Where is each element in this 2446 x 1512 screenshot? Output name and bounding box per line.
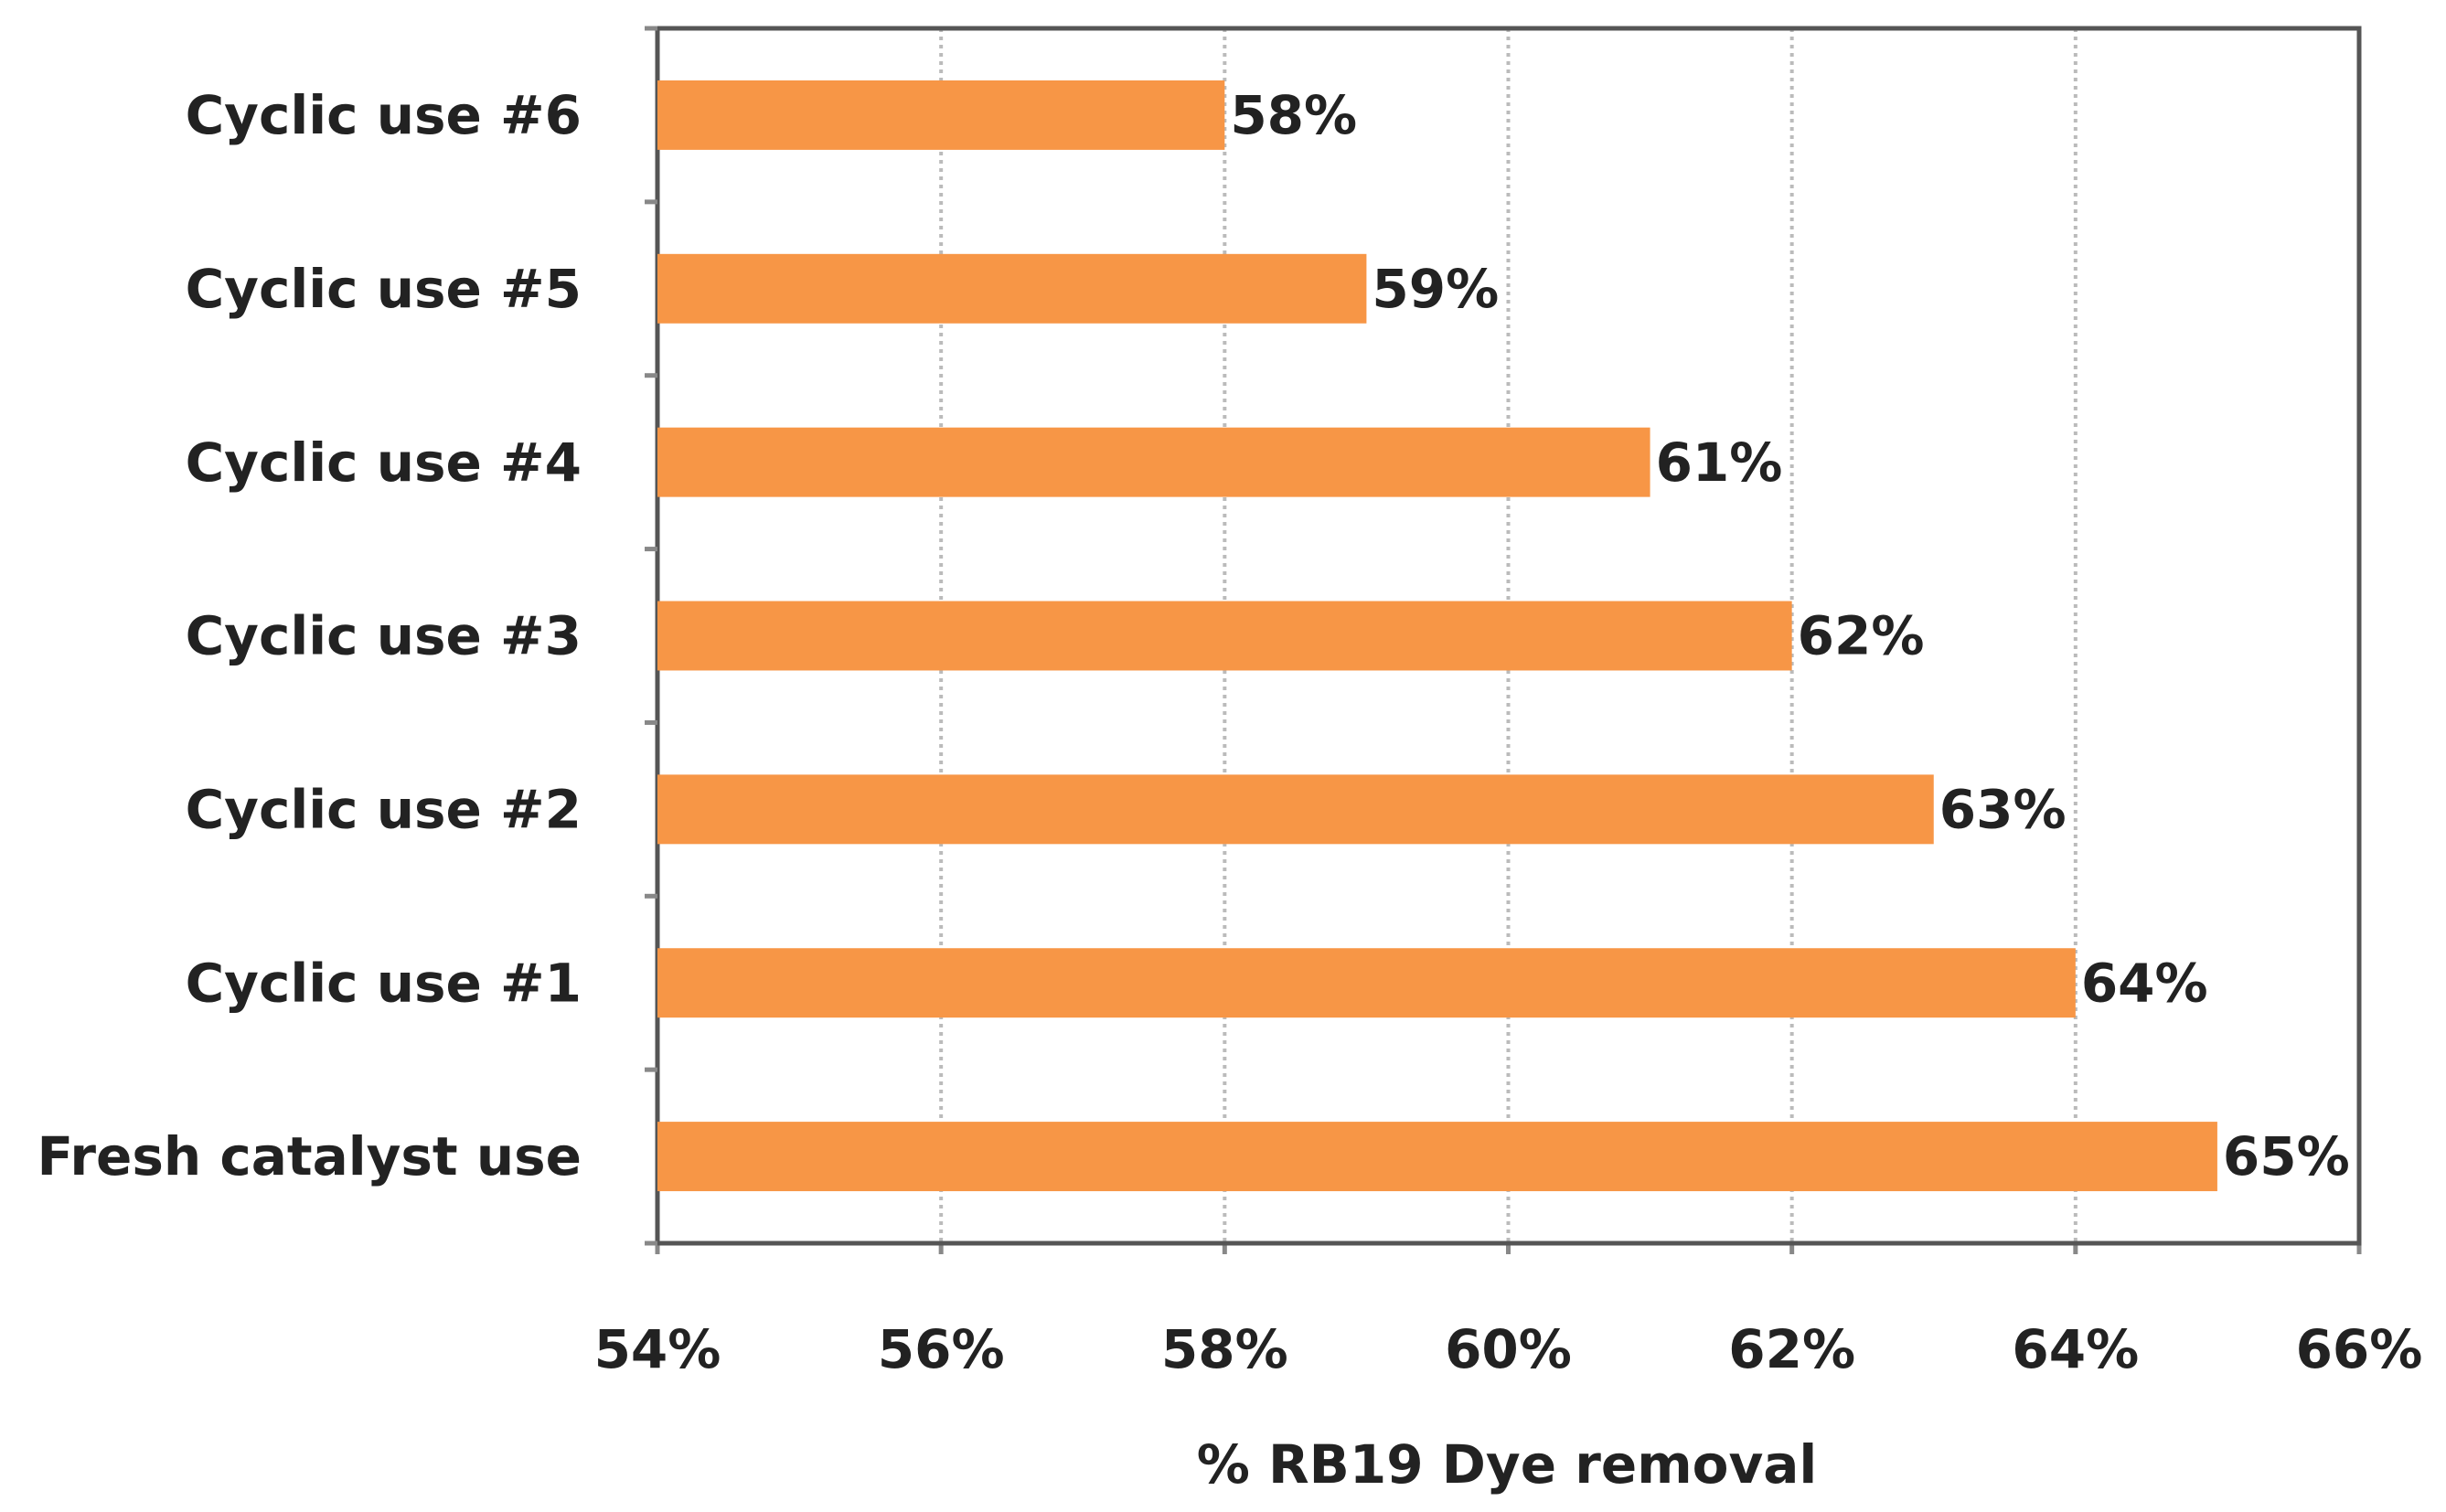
x-tick-label: 58%: [1161, 1318, 1288, 1380]
x-tick-label: 64%: [2012, 1318, 2139, 1380]
bar: [657, 1122, 2217, 1192]
value-label: 65%: [2223, 1125, 2350, 1187]
x-axis-title: % RB19 Dye removal: [1197, 1433, 1818, 1496]
value-label: 62%: [1798, 605, 1925, 667]
x-tick-label: 62%: [1728, 1318, 1855, 1380]
bar: [657, 948, 2076, 1018]
y-tick-label: Cyclic use #6: [186, 84, 582, 146]
bar: [657, 427, 1650, 497]
value-label: 63%: [1939, 778, 2067, 840]
x-tick-label: 56%: [878, 1318, 1005, 1380]
value-label: 58%: [1230, 84, 1357, 146]
y-tick-label: Cyclic use #1: [186, 952, 582, 1014]
x-tick-label: 60%: [1445, 1318, 1572, 1380]
value-label: 61%: [1656, 431, 1783, 494]
bar: [657, 80, 1225, 150]
value-label: 64%: [2081, 952, 2208, 1014]
y-tick-label: Cyclic use #2: [186, 778, 582, 840]
x-tick-label: 54%: [594, 1318, 721, 1380]
y-tick-label: Fresh catalyst use: [37, 1125, 582, 1187]
bar: [657, 253, 1367, 324]
bar: [657, 774, 1934, 845]
value-label: 59%: [1372, 258, 1499, 320]
bar: [657, 601, 1792, 671]
y-tick-label: Cyclic use #4: [186, 431, 582, 494]
y-tick-label: Cyclic use #5: [186, 258, 582, 320]
x-tick-label: 66%: [2296, 1318, 2423, 1380]
y-tick-label: Cyclic use #3: [186, 605, 582, 667]
